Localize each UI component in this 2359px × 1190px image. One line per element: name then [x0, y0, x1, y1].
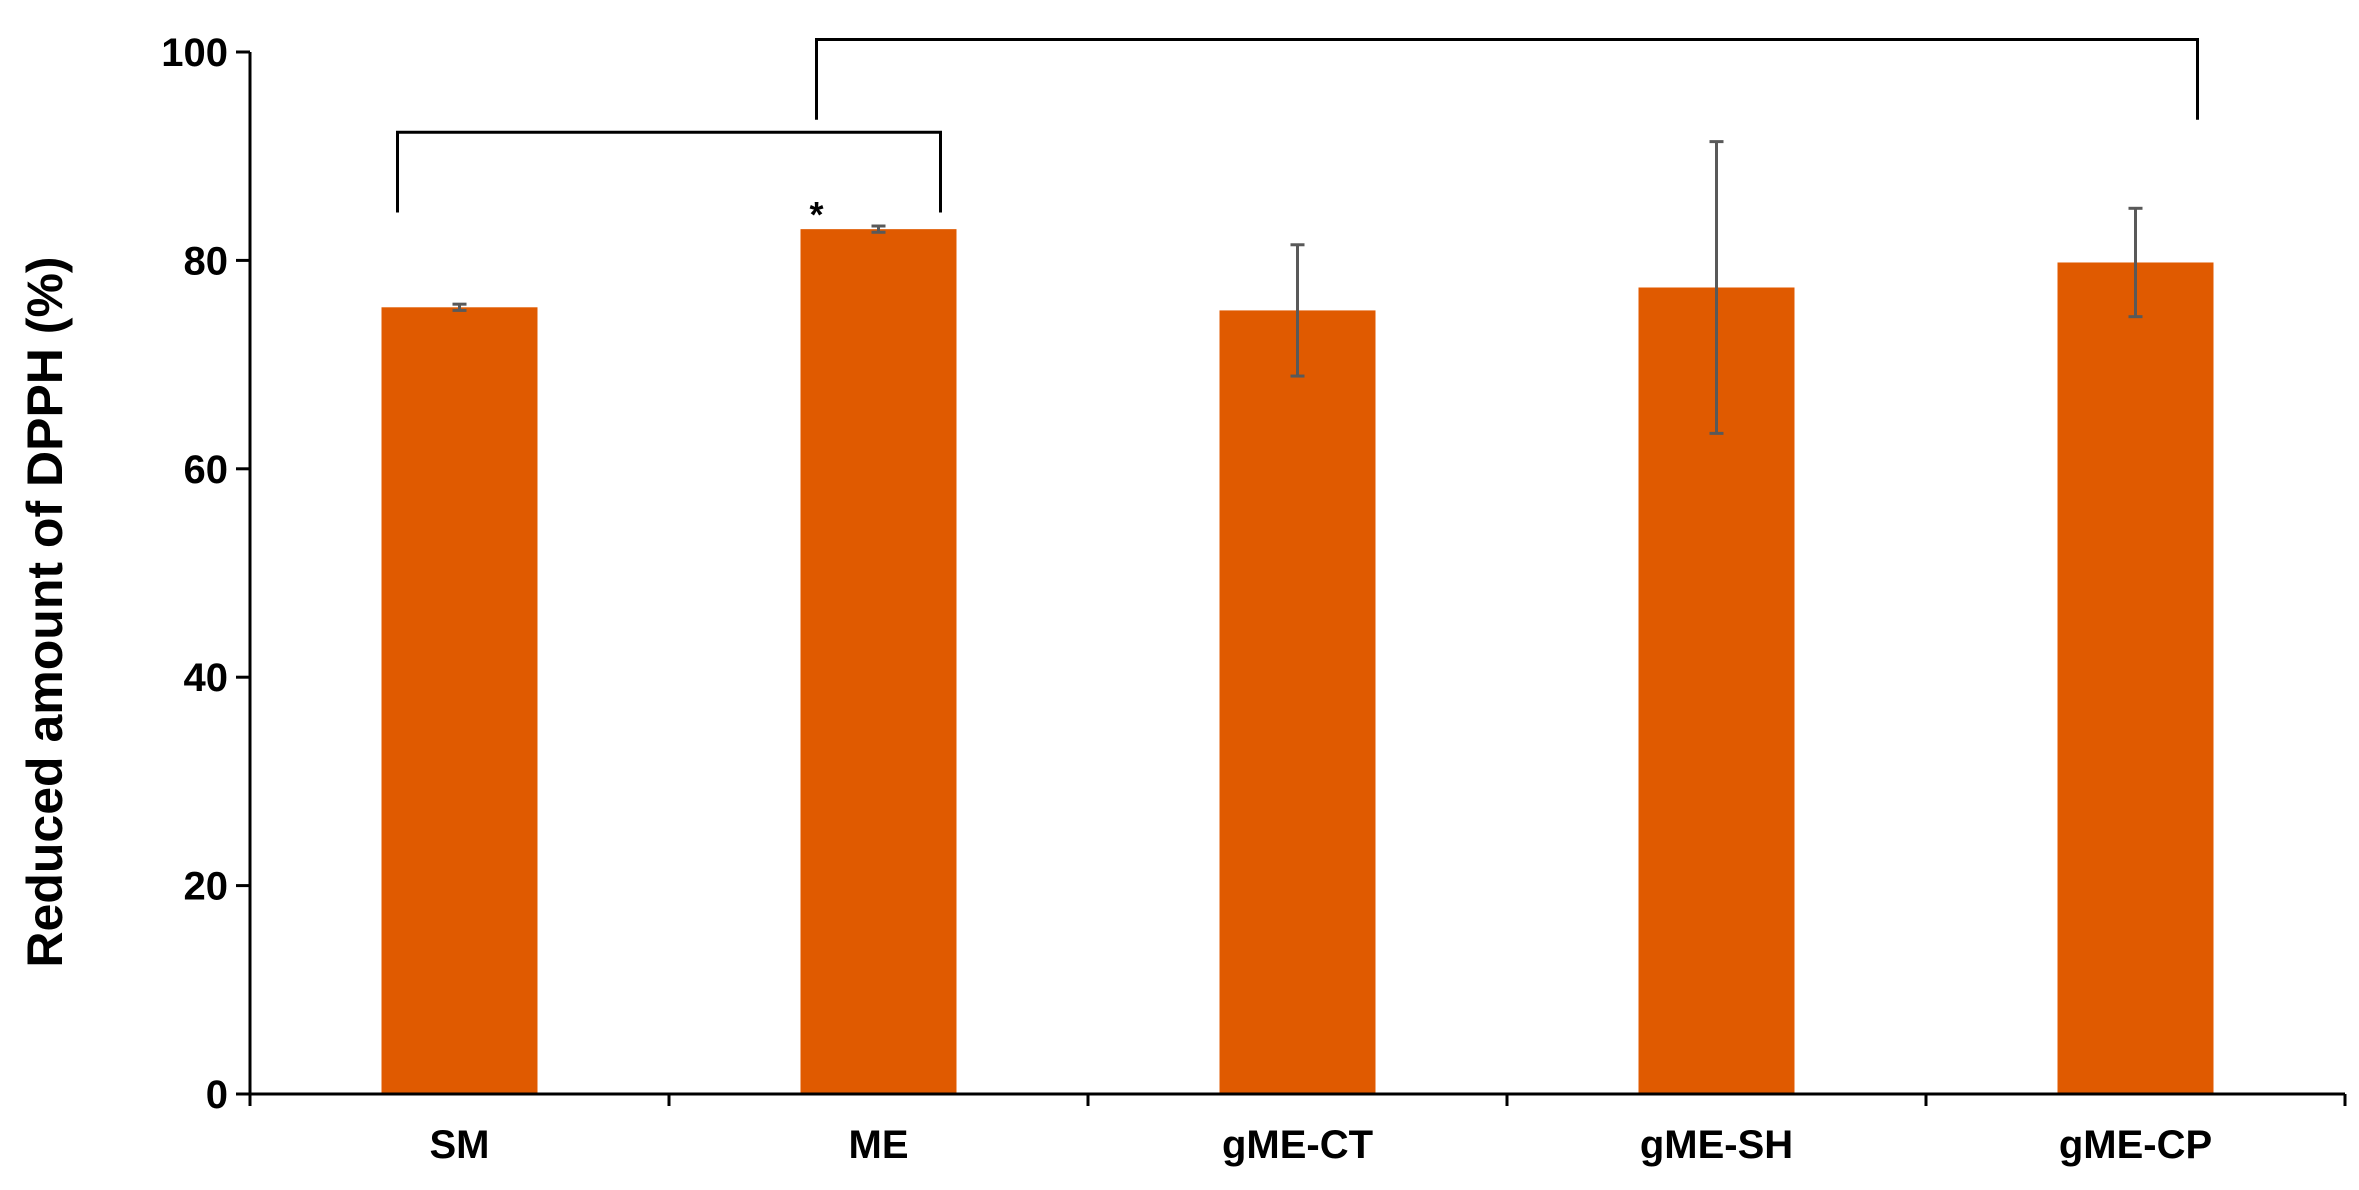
- y-tick-label-60: 60: [184, 448, 229, 492]
- error-bars-group: [452, 140, 2143, 435]
- bar-gme-cp: [2057, 262, 2214, 1094]
- x-tick-label-me: ME: [849, 1123, 909, 1167]
- bar-me: [800, 229, 957, 1094]
- bar-sm: [381, 307, 538, 1094]
- y-tick-label-100: 100: [161, 31, 228, 75]
- x-tick-label-gme-sh: gME-SH: [1640, 1123, 1793, 1167]
- bar-gme-ct: [1219, 310, 1376, 1094]
- bracket-sm-me: [396, 130, 942, 213]
- x-tick-label-sm: SM: [430, 1123, 490, 1167]
- significance-brackets-group: [396, 37, 2199, 213]
- y-tick-label-0: 0: [206, 1073, 228, 1117]
- y-tick-label-40: 40: [184, 656, 229, 700]
- labels-group: 0 20 40 60 80 100 SM ME gME-CT gME-SH gME-CP *: [161, 31, 2212, 1167]
- annotation-me: *: [809, 194, 823, 235]
- y-axis-title: Reduced amount of DPPH (%): [17, 256, 73, 967]
- x-tick-label-gme-ct: gME-CT: [1222, 1123, 1373, 1167]
- axes-group: [236, 50, 2347, 1106]
- y-tick-label-20: 20: [184, 865, 229, 909]
- y-tick-label-80: 80: [184, 239, 229, 283]
- bracket-me-gme-cp: [815, 37, 2199, 120]
- x-tick-label-gme-cp: gME-CP: [2059, 1123, 2212, 1167]
